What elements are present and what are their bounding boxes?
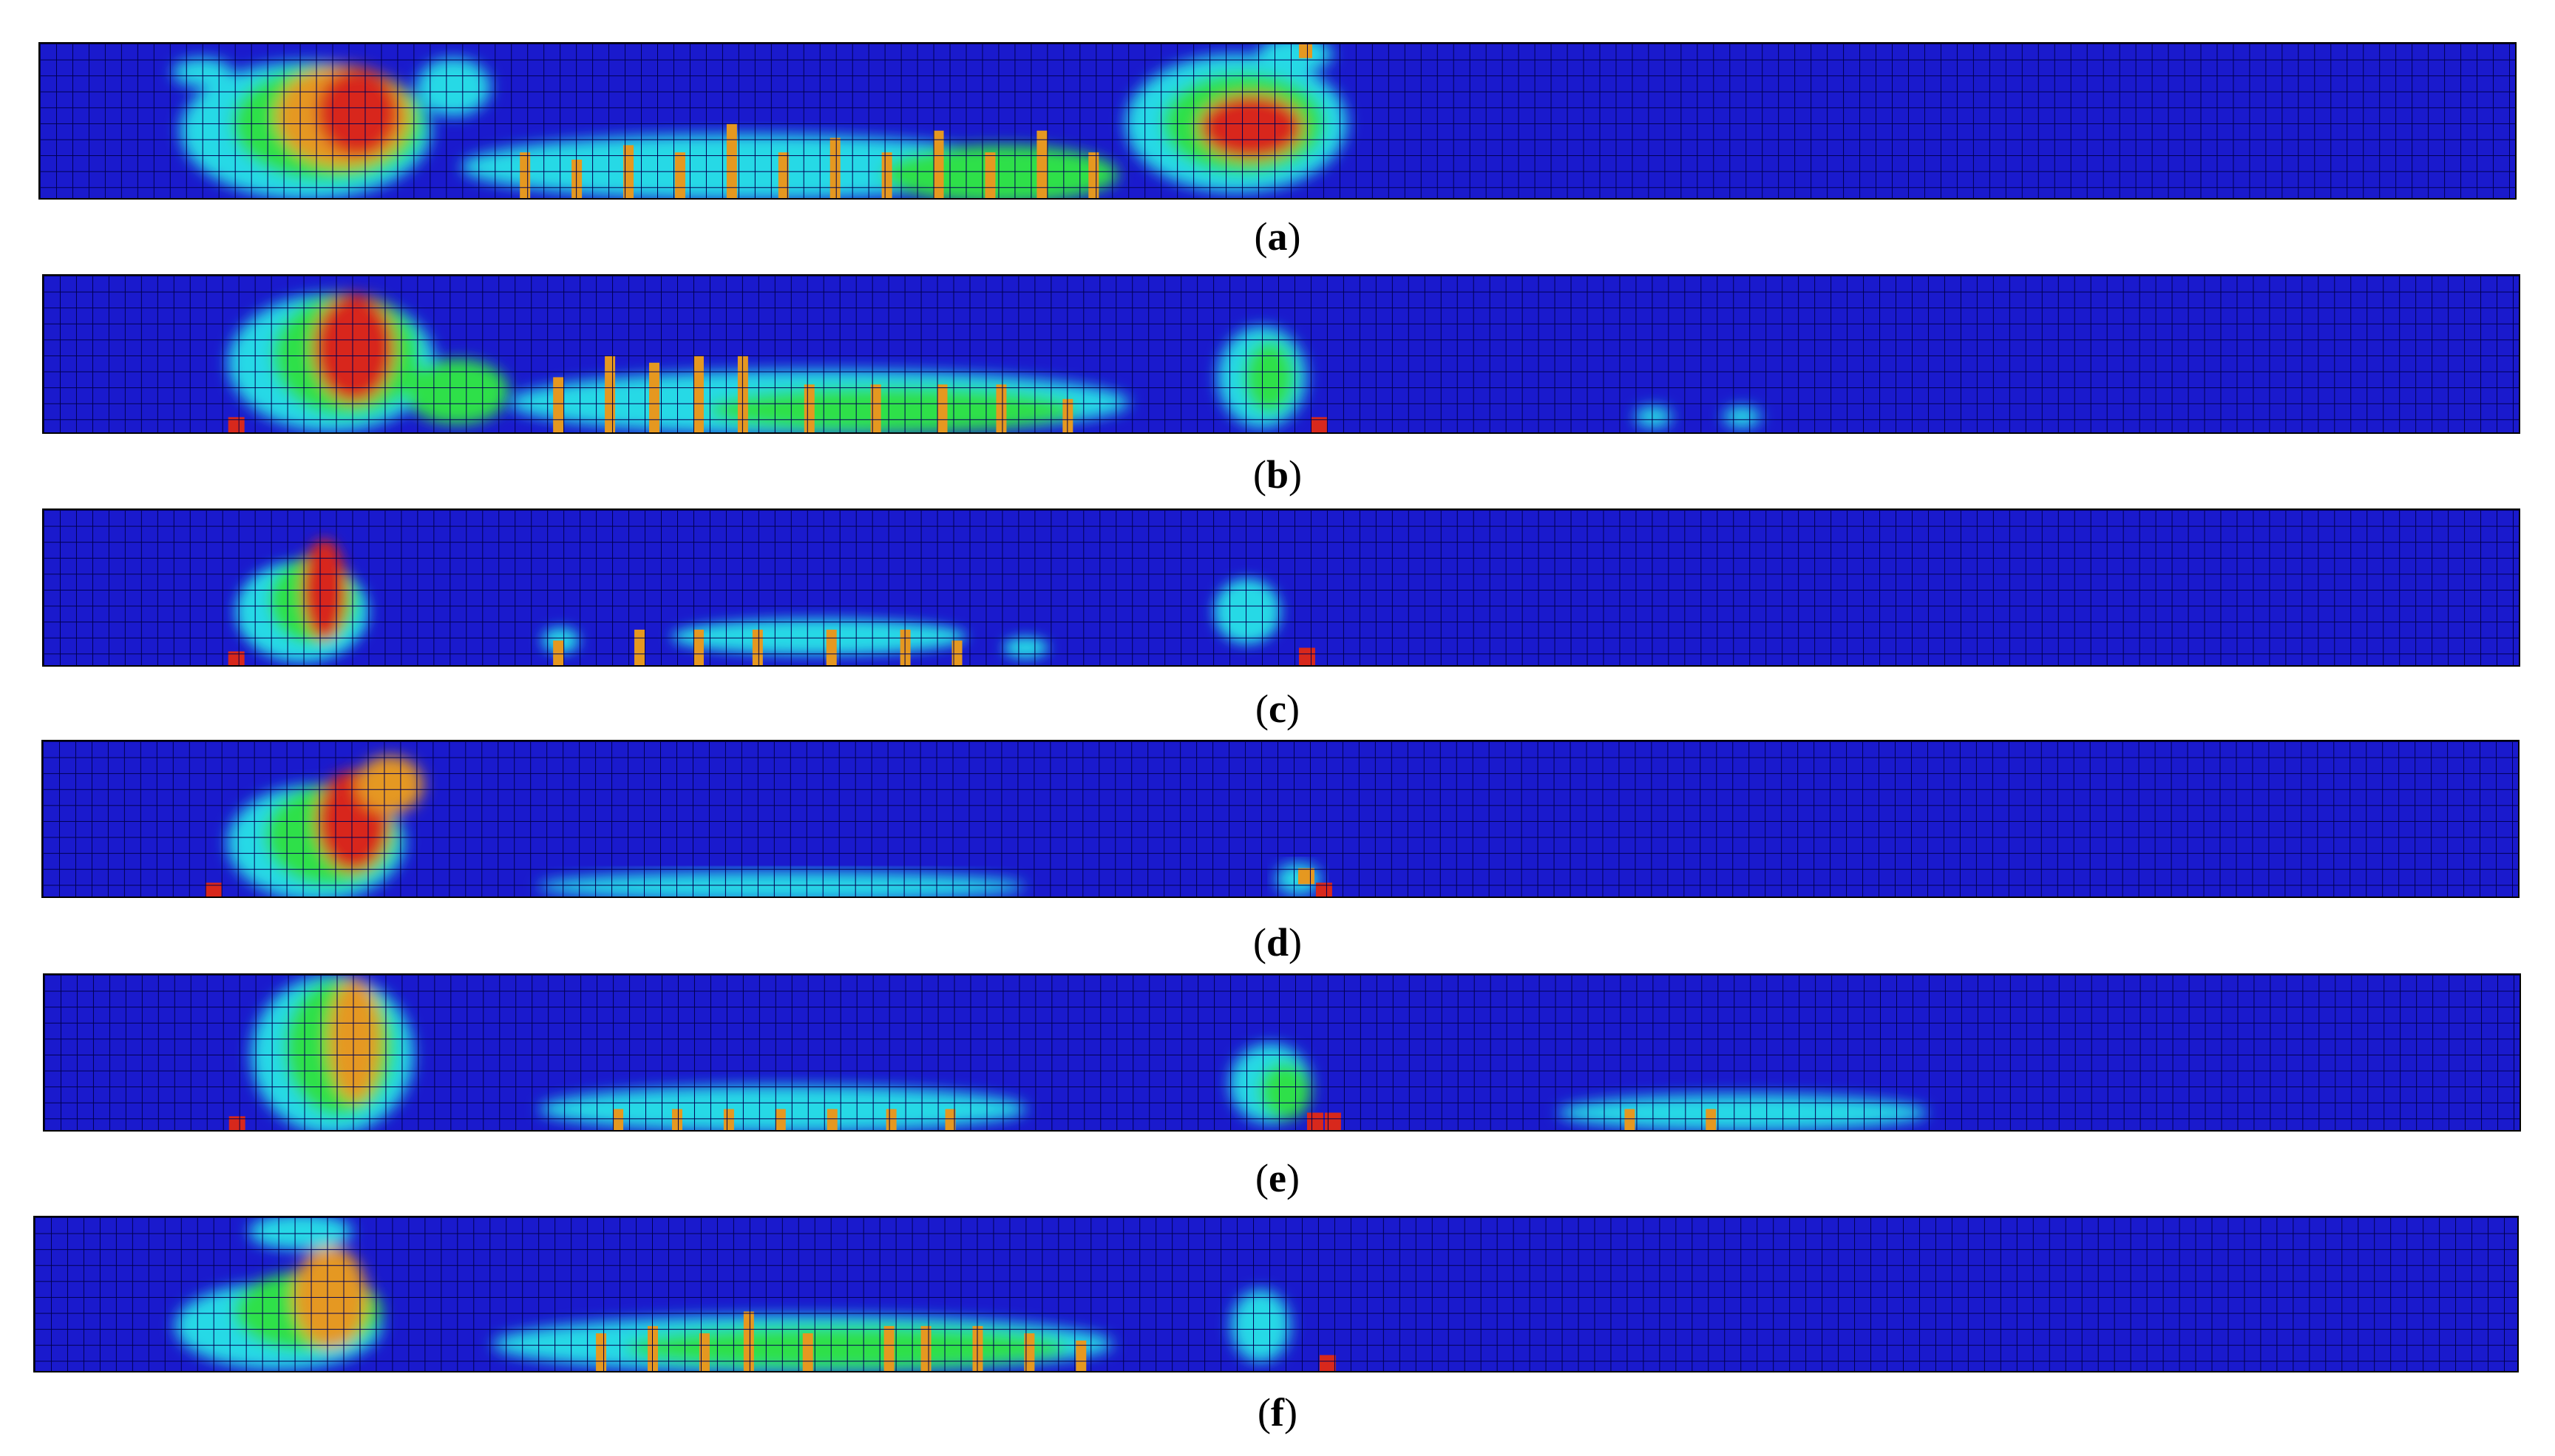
contour-plot-b (44, 276, 2519, 432)
contour-plot-f (35, 1217, 2517, 1371)
contour-plot-c (44, 510, 2519, 665)
caption-e: (e) (1255, 1156, 1300, 1200)
caption-a: (a) (1254, 214, 1301, 259)
caption-f: (f) (1258, 1390, 1297, 1435)
caption-d: (d) (1252, 920, 1302, 965)
contour-plot-e (44, 975, 2520, 1130)
caption-b: (b) (1252, 452, 1302, 497)
damage-contour-panel-b (42, 274, 2520, 434)
damage-contour-panel-d (41, 740, 2520, 898)
damage-contour-panel-c (42, 508, 2520, 667)
contour-plot-a (40, 44, 2515, 198)
damage-contour-panel-f (33, 1216, 2519, 1372)
contour-plot-d (43, 741, 2518, 897)
damage-contour-panel-a (38, 42, 2517, 200)
damage-contour-panel-e (43, 973, 2521, 1132)
caption-c: (c) (1255, 687, 1300, 731)
